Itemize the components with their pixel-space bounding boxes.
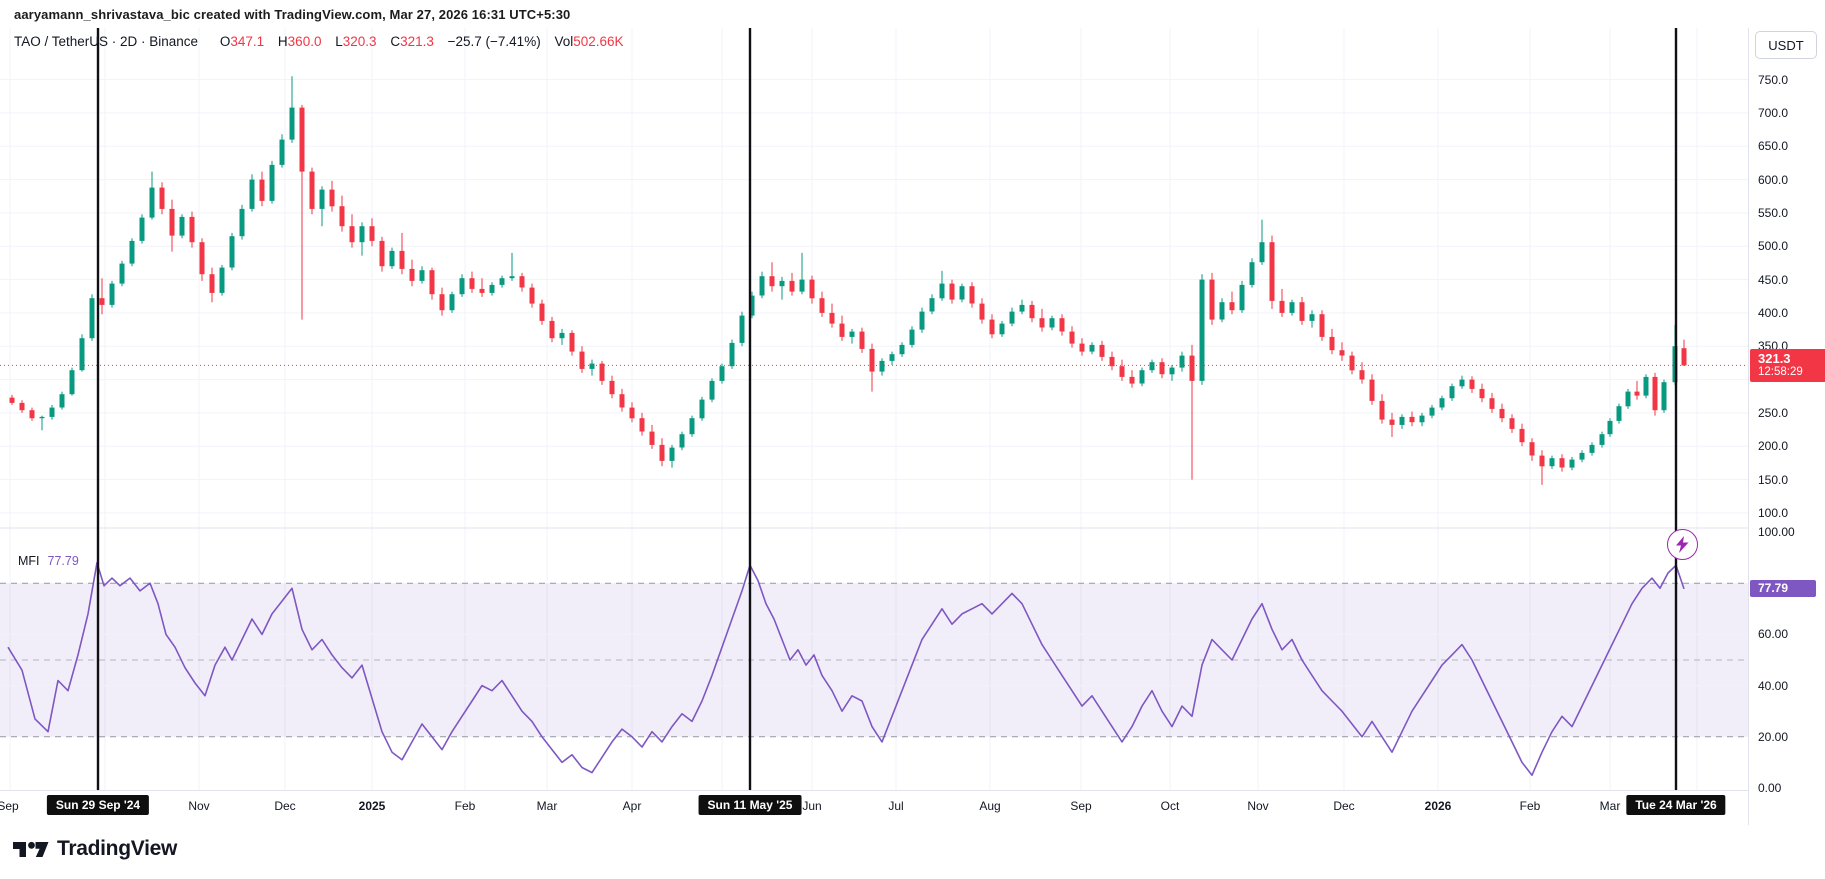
time-scale[interactable]: Sep Nov Dec 2025 Feb Mar Apr Jun Jul Aug Sep Oct Nov… [0,790,1748,826]
price-axis-label: 500.0 [1758,239,1789,253]
bar-countdown: 12:58:29 [1758,366,1803,378]
time-axis-date-badge: Sun 11 May '25 [698,795,802,815]
price-axis-label: 150.0 [1758,473,1789,487]
close-label: C [390,34,401,49]
lightning-bolt-icon [1676,536,1689,553]
tradingview-logo-icon [13,841,49,857]
mfi-series [7,561,1685,777]
price-axis-label: 650.0 [1758,139,1789,153]
price-axis-label: 600.0 [1758,173,1789,187]
volume-value: 502.66K [573,34,624,49]
price-axis-label: 400.0 [1758,306,1789,320]
price-axis-label: 450.0 [1758,273,1789,287]
time-axis-label: Jun [802,799,822,813]
current-price: 321.3 [1758,351,1791,366]
symbol-title[interactable]: TAO / TetherUS · 2D · Binance [14,34,199,49]
chart-canvas[interactable] [0,28,1748,790]
time-axis-label: Mar [1599,799,1621,813]
mfi-axis-label: 60.00 [1758,627,1789,641]
current-price-badge: 321.3 12:58:29 [1750,349,1825,382]
price-scale[interactable]: USDT 750.0 700.0 650.0 600.0 550.0 500.0 450.0… [1748,28,1825,825]
low-label: L [335,34,343,49]
low-value: 320.3 [342,34,377,49]
time-axis-label: Jul [888,799,904,813]
time-axis-date-badge: Sun 29 Sep '24 [46,795,150,815]
time-axis-label: Aug [979,799,1001,813]
time-axis-label: Feb [454,799,476,813]
price-axis-label: 550.0 [1758,206,1789,220]
candlestick-series [9,76,1687,485]
time-axis-label: 2026 [1424,799,1452,813]
time-axis-label: Oct [1160,799,1180,813]
price-axis-label: 100.0 [1758,506,1789,520]
time-axis-label: Sep [1070,799,1092,813]
price-axis-label: 700.0 [1758,106,1789,120]
mfi-axis-label: 0.00 [1758,781,1782,795]
flash-icon[interactable] [1667,529,1698,560]
price-axis-label: 200.0 [1758,439,1789,453]
close-value: 321.3 [400,34,434,49]
time-axis-label: Nov [1247,799,1269,813]
time-axis-label: Sep [0,799,19,813]
time-axis-date-badge: Tue 24 Mar '26 [1626,795,1726,815]
symbol-legend: TAO / TetherUS · 2D · Binance O347.1 H36… [14,34,624,49]
brand-name: TradingView [57,837,178,860]
high-value: 360.0 [287,34,322,49]
mfi-value: 77.79 [47,554,79,568]
mfi-axis-label: 20.00 [1758,730,1789,744]
open-label: O [219,34,231,49]
volume-label: Vol [554,34,574,49]
attribution-text: aaryamann_shrivastava_bic created with T… [14,7,571,22]
mfi-axis-label: 100.00 [1758,525,1795,539]
mfi-indicator-legend: MFI 77.79 [18,554,79,568]
open-value: 347.1 [230,34,265,49]
time-axis-label: 2025 [358,799,386,813]
high-label: H [277,34,288,49]
time-axis-label: Apr [622,799,642,813]
price-axis-label: 750.0 [1758,73,1789,87]
time-axis-label: Dec [274,799,296,813]
time-axis-label: Nov [188,799,210,813]
mfi-label[interactable]: MFI [18,554,40,568]
tradingview-branding[interactable]: TradingView [13,837,177,861]
mfi-axis-label: 40.00 [1758,679,1789,693]
time-axis-label: Dec [1333,799,1355,813]
change-value: −25.7 (−7.41%) [447,34,541,49]
chart-plot-area[interactable]: TAO / TetherUS · 2D · Binance O347.1 H36… [0,28,1748,790]
time-axis-label: Mar [536,799,558,813]
time-axis-label: Feb [1519,799,1541,813]
price-axis-label: 250.0 [1758,406,1789,420]
mfi-value-badge: 77.79 [1750,580,1816,597]
price-unit-button[interactable]: USDT [1755,31,1817,59]
